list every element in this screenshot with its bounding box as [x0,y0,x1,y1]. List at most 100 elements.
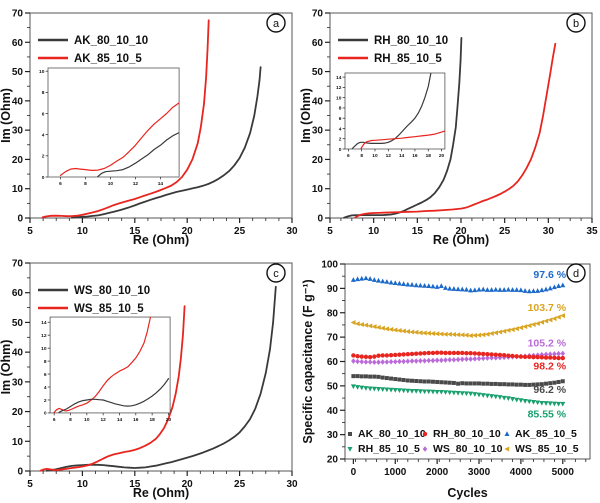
svg-text:60: 60 [312,38,324,49]
svg-text:2000: 2000 [426,467,449,478]
svg-text:25: 25 [499,226,511,237]
legend-label: WS_80_10_10 [74,285,150,297]
svg-text:35: 35 [586,226,598,237]
retention-annotations: 97.6 % 103.7 % 105.2 % 98.2 % 96.2 % 85.55 % [528,269,567,420]
svg-text:25: 25 [234,226,246,237]
legend-label: WS_85_10_5 [74,303,144,315]
svg-text:70: 70 [327,333,339,344]
svg-text:10: 10 [108,181,114,187]
series-RH_80_10_10 [343,37,463,219]
svg-text:70: 70 [12,259,24,270]
svg-text:8: 8 [44,359,47,365]
svg-text:4: 4 [44,385,47,391]
svg-text:2: 2 [339,137,342,143]
svg-text:25: 25 [234,479,246,490]
svg-text:8: 8 [42,90,45,96]
axes: 0 1000 2000 3000 4000 5000 20 30 40 50 60 70 80 90 100… [301,260,591,500]
svg-text:16: 16 [133,417,139,423]
svg-text:20: 20 [327,455,339,466]
svg-text:b: b [573,18,579,30]
svg-text:6: 6 [53,417,56,423]
legend-label: RH_80_10_10 [433,428,501,440]
svg-text:3000: 3000 [468,467,491,478]
svg-text:8: 8 [84,181,87,187]
svg-text:2: 2 [42,154,45,160]
svg-text:4000: 4000 [510,467,533,478]
svg-text:14: 14 [117,417,123,423]
svg-text:14: 14 [399,153,405,159]
svg-text:6: 6 [44,372,47,378]
svg-text:20: 20 [182,226,194,237]
svg-text:14: 14 [336,75,342,81]
svg-text:90: 90 [327,284,339,295]
svg-text:20: 20 [12,155,24,166]
svg-text:50: 50 [12,67,24,78]
svg-text:10: 10 [12,437,24,448]
svg-text:10: 10 [336,95,342,101]
retention-label: 105.2 % [528,337,567,349]
svg-text:40: 40 [312,96,324,107]
svg-text:50: 50 [312,67,324,78]
svg-text:18: 18 [426,153,432,159]
x-axis-label: Re (Ohm) [133,233,189,247]
retention-label: 96.2 % [533,384,566,396]
svg-text:70: 70 [12,9,24,20]
inset-plot: 6 8 10 12 14 16 18 20 0 2 4 6 8 10 12 14 [41,316,171,423]
legend-label: AK_85_10_5 [515,428,577,440]
svg-text:d: d [573,268,579,280]
series-AK_85_10_5 [350,275,566,294]
series-WS_85_10_5 [350,313,565,339]
legend-label: RH_80_10_10 [374,35,448,47]
y-axis-label: Im (Ohm) [0,88,13,143]
svg-text:6: 6 [347,153,350,159]
svg-text:30: 30 [327,430,339,441]
svg-text:10: 10 [77,479,89,490]
panel-a-nyquist-ak: 5 10 15 20 25 30 0 10 20 30 40 50 60 70 Re (Ohm) Im (Oh… [0,0,300,250]
retention-label: 103.7 % [528,302,567,314]
svg-text:10: 10 [84,417,90,423]
svg-text:a: a [273,18,280,30]
svg-text:c: c [273,268,279,280]
svg-text:12: 12 [336,85,342,91]
panel-b-nyquist-rh: 5 10 15 20 25 30 35 0 10 20 30 40 50 60 70 Re (Ohm) Im (… [300,0,600,250]
svg-text:20: 20 [312,155,324,166]
svg-text:50: 50 [327,381,339,392]
svg-text:60: 60 [327,357,339,368]
legend-label: AK_80_10_10 [74,35,148,47]
panel-badge: d [566,263,586,283]
svg-text:20: 20 [182,479,194,490]
svg-text:12: 12 [41,333,47,339]
svg-text:20: 20 [439,153,445,159]
retention-label: 85.55 % [528,409,567,421]
svg-text:60: 60 [12,288,24,299]
svg-text:40: 40 [327,406,339,417]
svg-text:0: 0 [17,467,23,478]
series-AK_80_10_10 [351,374,565,387]
svg-text:12: 12 [386,153,392,159]
svg-text:18: 18 [149,417,155,423]
series-AK_85_10_5 [41,19,210,219]
svg-text:40: 40 [12,96,24,107]
svg-text:0: 0 [44,411,47,417]
panel-badge: b [566,13,586,33]
x-axis-label: Cycles [447,486,487,500]
legend-label: AK_85_10_5 [74,53,142,65]
panel-badge: c [266,263,286,283]
svg-text:50: 50 [12,318,24,329]
svg-text:2: 2 [44,398,47,404]
svg-text:5000: 5000 [552,467,575,478]
svg-text:70: 70 [312,9,324,20]
svg-text:8: 8 [339,106,342,112]
legend: AK_80_10_10 RH_80_10_10 AK_85_10_5 RH_85_10… [347,428,579,455]
retention-label: 97.6 % [533,269,566,281]
series-RH_85_10_5 [354,42,557,219]
svg-text:16: 16 [412,153,418,159]
svg-text:30: 30 [286,226,298,237]
x-axis-label: Re (Ohm) [133,486,189,500]
